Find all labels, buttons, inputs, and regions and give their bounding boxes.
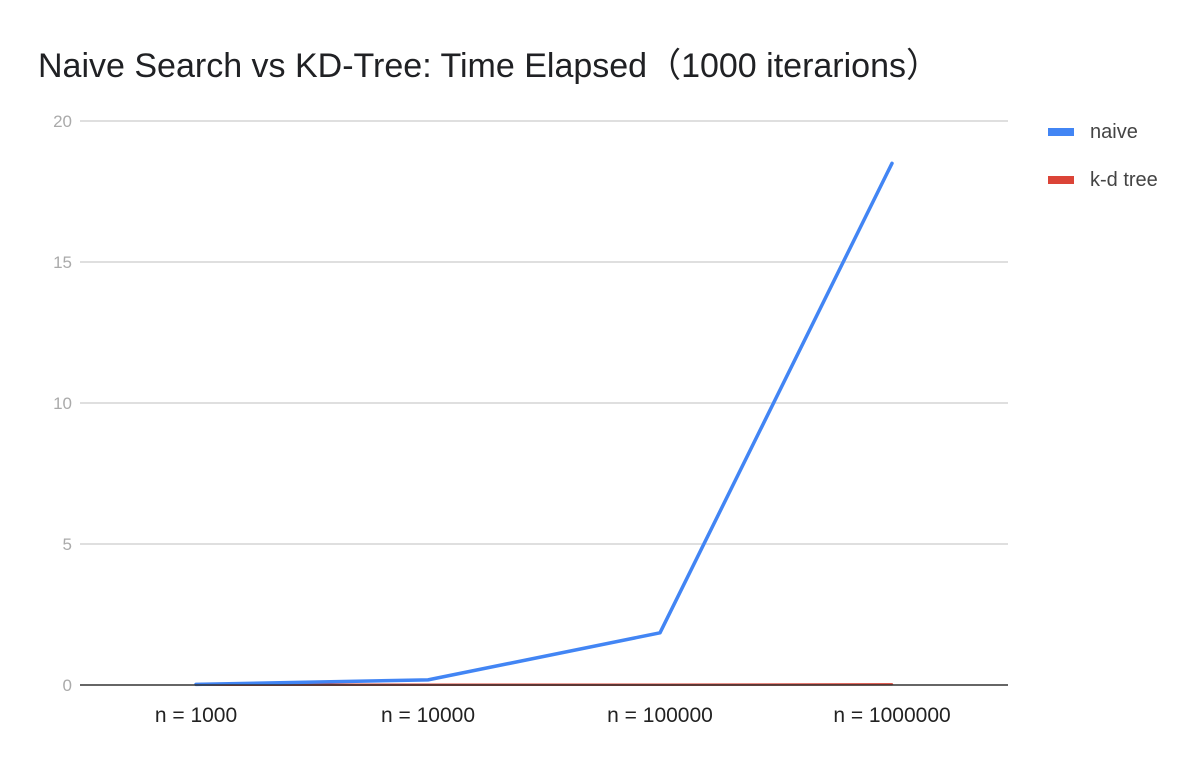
- y-tick-labels: 0 5 10 15 20: [53, 112, 72, 695]
- legend-swatch-naive: [1048, 128, 1074, 136]
- series-line-naive: [194, 161, 894, 687]
- series-lines: [194, 161, 894, 687]
- legend-swatch-kd-tree: [1048, 176, 1074, 184]
- legend-item-kd-tree: k-d tree: [1048, 156, 1158, 204]
- x-tick-label: n = 10000: [381, 704, 475, 727]
- legend-label-naive: naive: [1090, 120, 1138, 143]
- x-tick-labels: n = 1000 n = 10000 n = 100000 n = 1000000: [155, 704, 951, 727]
- x-tick-label: n = 1000000: [833, 704, 950, 727]
- chart-title: Naive Search vs KD-Tree: Time Elapsed（10…: [38, 47, 940, 85]
- x-tick-label: n = 100000: [607, 704, 713, 727]
- y-tick-label: 5: [63, 535, 72, 554]
- x-tick-label: n = 1000: [155, 704, 237, 727]
- legend-item-naive: naive: [1048, 108, 1158, 156]
- y-tick-label: 0: [63, 676, 72, 695]
- legend: naive k-d tree: [1048, 108, 1158, 204]
- y-tick-label: 20: [53, 112, 72, 131]
- y-tick-label: 15: [53, 253, 72, 272]
- y-tick-label: 10: [53, 394, 72, 413]
- gridlines: [80, 120, 1008, 545]
- legend-label-kd-tree: k-d tree: [1090, 168, 1158, 191]
